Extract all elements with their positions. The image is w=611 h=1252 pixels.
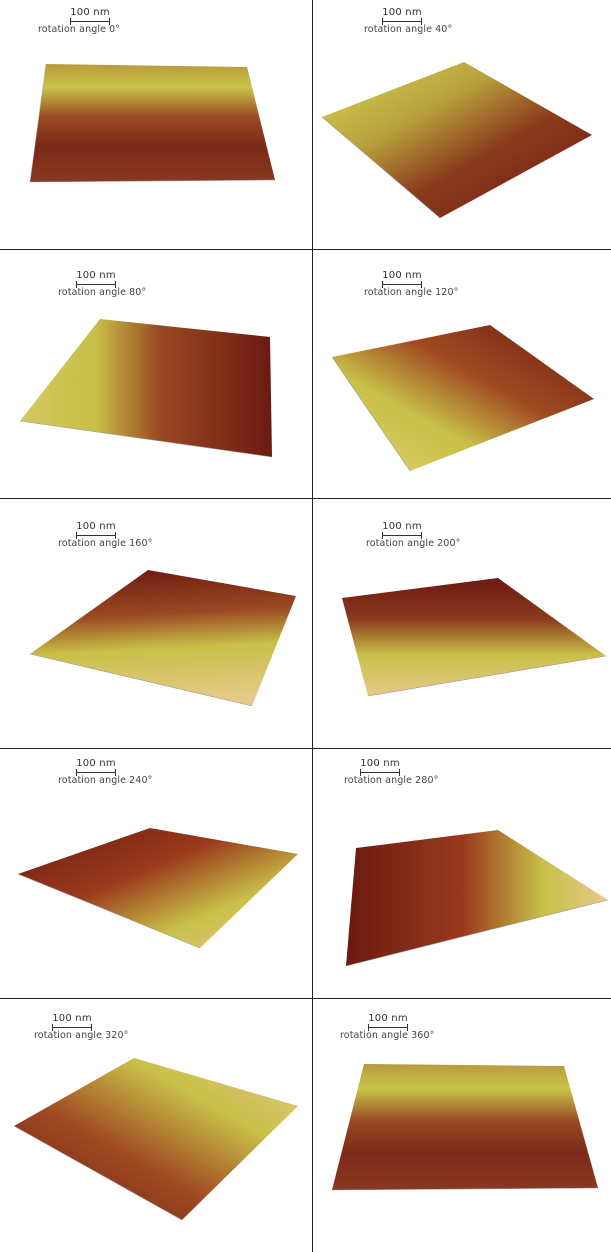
scale-bar: 100 nm xyxy=(382,7,422,25)
panel-rotation-0: 100 nm rotation angle 0° xyxy=(0,0,312,249)
afm-surface-plot xyxy=(331,1064,599,1191)
panel-rotation-120: 100 nm rotation angle 120° xyxy=(312,249,611,498)
scale-bar-label: 100 nm xyxy=(382,270,422,281)
panel-rotation-240: 100 nm rotation angle 240° xyxy=(0,748,312,998)
scale-bar-label: 100 nm xyxy=(76,758,116,769)
surface-patch xyxy=(342,578,606,696)
rotation-angle-label: rotation angle 40° xyxy=(364,24,453,35)
surface-patch xyxy=(332,325,594,471)
scale-bar-label: 100 nm xyxy=(76,270,116,281)
surface-patch xyxy=(346,830,608,966)
grid-divider-horizontal xyxy=(0,498,611,499)
scale-bar: 100 nm xyxy=(52,1013,92,1031)
afm-surface-plot xyxy=(331,325,594,472)
panel-rotation-360: 100 nm rotation angle 360° xyxy=(312,998,611,1252)
scale-bar: 100 nm xyxy=(368,1013,408,1031)
surface-patch xyxy=(332,1064,598,1190)
afm-surface-plot xyxy=(345,830,609,967)
rotation-angle-label: rotation angle 360° xyxy=(340,1030,435,1041)
afm-surface-plot xyxy=(321,62,592,219)
scale-bar: 100 nm xyxy=(76,758,116,776)
surface-patch xyxy=(30,64,275,182)
panel-rotation-200: 100 nm rotation angle 200° xyxy=(312,498,611,748)
rotation-angle-label: rotation angle 0° xyxy=(38,24,121,35)
surface-patch xyxy=(20,319,272,457)
afm-surface-plot xyxy=(17,828,298,949)
grid-divider-horizontal xyxy=(0,998,611,999)
scale-bar-label: 100 nm xyxy=(52,1013,92,1024)
scale-bar-label: 100 nm xyxy=(382,521,422,532)
panel-rotation-40: 100 nm rotation angle 40° xyxy=(312,0,611,249)
rotation-angle-label: rotation angle 120° xyxy=(364,287,459,298)
scale-bar: 100 nm xyxy=(360,758,400,776)
surface-patch xyxy=(14,1058,298,1220)
scale-bar-label: 100 nm xyxy=(360,758,400,769)
panel-rotation-160: 100 nm rotation angle 160° xyxy=(0,498,312,748)
scale-bar: 100 nm xyxy=(76,521,116,539)
scale-bar-label: 100 nm xyxy=(368,1013,408,1024)
rotation-angle-label: rotation angle 80° xyxy=(58,287,147,298)
scale-bar: 100 nm xyxy=(70,7,110,25)
rotation-angle-label: rotation angle 240° xyxy=(58,775,153,786)
panel-rotation-280: 100 nm rotation angle 280° xyxy=(312,748,611,998)
rotation-angle-label: rotation angle 280° xyxy=(344,775,439,786)
afm-surface-plot xyxy=(29,63,276,183)
surface-patch xyxy=(30,570,296,706)
afm-surface-plot xyxy=(19,319,273,458)
rotation-angle-label: rotation angle 160° xyxy=(58,538,153,549)
scale-bar: 100 nm xyxy=(382,521,422,539)
scale-bar: 100 nm xyxy=(76,270,116,288)
panel-rotation-320: 100 nm rotation angle 320° xyxy=(0,998,312,1252)
surface-patch xyxy=(322,62,592,218)
grid-divider-horizontal xyxy=(0,249,611,250)
scale-bar-label: 100 nm xyxy=(76,521,116,532)
grid-divider-horizontal xyxy=(0,748,611,749)
scale-bar-label: 100 nm xyxy=(382,7,422,18)
afm-surface-plot xyxy=(13,1058,298,1221)
panel-rotation-80: 100 nm rotation angle 80° xyxy=(0,249,312,498)
rotation-angle-label: rotation angle 320° xyxy=(34,1030,129,1041)
grid-divider-vertical xyxy=(312,0,313,1252)
surface-patch xyxy=(18,828,298,948)
afm-surface-plot xyxy=(29,570,296,707)
scale-bar: 100 nm xyxy=(382,270,422,288)
rotation-angle-label: rotation angle 200° xyxy=(366,538,461,549)
scale-bar-label: 100 nm xyxy=(70,7,110,18)
afm-surface-plot xyxy=(342,578,607,697)
